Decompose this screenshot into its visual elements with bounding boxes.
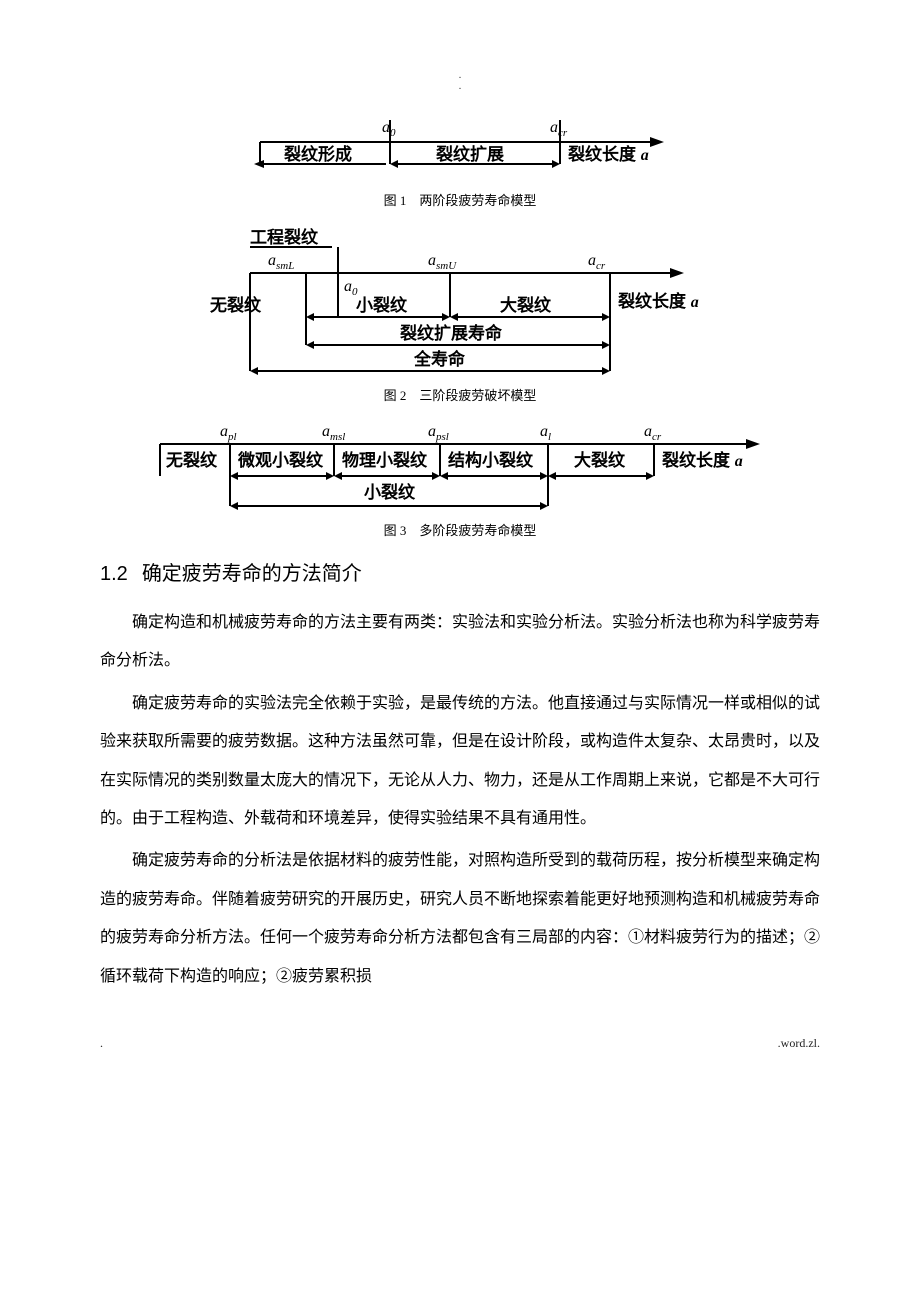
fig3-a-var: a bbox=[735, 453, 743, 470]
fig2-crack-len: 裂纹长度 bbox=[617, 291, 687, 311]
paragraph-1: 确定构造和机械疲劳寿命的方法主要有两类：实验法和实验分析法。实验分析法也称为科学… bbox=[100, 604, 820, 681]
fig3-apsl-sub: psl bbox=[435, 431, 449, 443]
fig2-asmL: a bbox=[268, 252, 276, 269]
svg-text:a0: a0 bbox=[344, 278, 358, 298]
fig3-small-crack: 小裂纹 bbox=[364, 482, 416, 502]
fig2-asmL-sub: smL bbox=[276, 260, 294, 272]
fig1-crack-form: 裂纹形成 bbox=[283, 144, 352, 164]
fig2-full-life: 全寿命 bbox=[413, 349, 466, 369]
svg-text:asmU: asmU bbox=[428, 252, 457, 272]
fig3-al-sub: l bbox=[548, 431, 551, 443]
figure-1-caption: 图 1 两阶段疲劳寿命模型 bbox=[100, 190, 820, 209]
svg-text:裂纹长度 a: 裂纹长度 a bbox=[661, 450, 743, 470]
fig1-crack-len: 裂纹长度 bbox=[567, 144, 637, 164]
figure-3: apl amsl apsl al acr 无裂纹 微观小裂纹 物理小裂纹 结构小… bbox=[100, 422, 820, 512]
section-heading: 1.2 确定疲劳寿命的方法简介 bbox=[100, 557, 820, 586]
fig2-ext-life: 裂纹扩展寿命 bbox=[399, 323, 503, 343]
fig3-no-crack: 无裂纹 bbox=[165, 450, 218, 470]
svg-text:裂纹长度 a: 裂纹长度 a bbox=[617, 291, 699, 311]
fig3-struct: 结构小裂纹 bbox=[448, 450, 534, 470]
fig3-phys: 物理小裂纹 bbox=[342, 450, 428, 470]
fig3-amsl-sub: msl bbox=[330, 431, 345, 443]
fig2-acr-sub: cr bbox=[596, 260, 606, 272]
fig1-acr-sub: cr bbox=[558, 127, 568, 139]
fig3-apsl: a bbox=[428, 423, 436, 440]
figure-2-caption: 图 2 三阶段疲劳破坏模型 bbox=[100, 385, 820, 404]
fig2-eng-crack: 工程裂纹 bbox=[250, 227, 319, 247]
fig1-acr: a bbox=[550, 119, 558, 136]
page-header: . . bbox=[100, 70, 820, 92]
fig3-big: 大裂纹 bbox=[574, 450, 626, 470]
fig3-apl: a bbox=[220, 423, 228, 440]
footer-right: .word.zl. bbox=[778, 1036, 820, 1051]
figure-1: a0 acr 裂纹形成 裂纹扩展 裂纹长度 a bbox=[100, 112, 820, 182]
fig2-a0: a bbox=[344, 278, 352, 295]
figure-3-caption: 图 3 多阶段疲劳寿命模型 bbox=[100, 520, 820, 539]
paragraph-2: 确定疲劳寿命的实验法完全依赖于实验，是最传统的方法。他直接通过与实际情况一样或相… bbox=[100, 685, 820, 839]
fig2-a-var: a bbox=[691, 294, 699, 311]
fig3-apl-sub: pl bbox=[227, 431, 237, 443]
page-footer: . .word.zl. bbox=[100, 1036, 820, 1051]
svg-text:acr: acr bbox=[550, 119, 568, 139]
fig3-acr: a bbox=[644, 423, 652, 440]
section-number: 1.2 bbox=[100, 563, 128, 585]
svg-text:裂纹长度 a: 裂纹长度 a bbox=[567, 144, 649, 164]
svg-text:amsl: amsl bbox=[322, 423, 345, 443]
fig1-a-var: a bbox=[641, 147, 649, 164]
fig3-crack-len: 裂纹长度 bbox=[661, 450, 731, 470]
fig1-crack-ext: 裂纹扩展 bbox=[435, 144, 504, 164]
paragraph-3: 确定疲劳寿命的分析法是依据材料的疲劳性能，对照构造所受到的载荷历程，按分析模型来… bbox=[100, 842, 820, 996]
fig2-asmU-sub: smU bbox=[436, 260, 457, 272]
svg-text:apl: apl bbox=[220, 423, 237, 443]
svg-text:acr: acr bbox=[588, 252, 606, 272]
svg-text:al: al bbox=[540, 423, 551, 443]
fig3-amsl: a bbox=[322, 423, 330, 440]
fig2-small-crack: 小裂纹 bbox=[356, 295, 408, 315]
fig1-a0: a bbox=[382, 119, 390, 136]
svg-text:asmL: asmL bbox=[268, 252, 294, 272]
svg-text:acr: acr bbox=[644, 423, 662, 443]
section-title-text: 确定疲劳寿命的方法简介 bbox=[142, 563, 362, 585]
header-dot1: . bbox=[100, 70, 820, 81]
fig1-a0-sub: 0 bbox=[390, 127, 396, 139]
fig3-micro: 微观小裂纹 bbox=[237, 450, 324, 470]
fig3-al: a bbox=[540, 423, 548, 440]
fig2-acr: a bbox=[588, 252, 596, 269]
fig2-no-crack: 无裂纹 bbox=[210, 295, 262, 315]
fig2-asmU: a bbox=[428, 252, 436, 269]
fig2-big-crack: 大裂纹 bbox=[500, 295, 552, 315]
header-dot2: . bbox=[100, 81, 820, 92]
fig3-acr-sub: cr bbox=[652, 431, 662, 443]
footer-left: . bbox=[100, 1036, 103, 1051]
svg-text:apsl: apsl bbox=[428, 423, 449, 443]
figure-2: 工程裂纹 asmL asmU acr a0 无裂纹 小裂纹 大裂纹 裂纹长度 a bbox=[100, 227, 820, 377]
